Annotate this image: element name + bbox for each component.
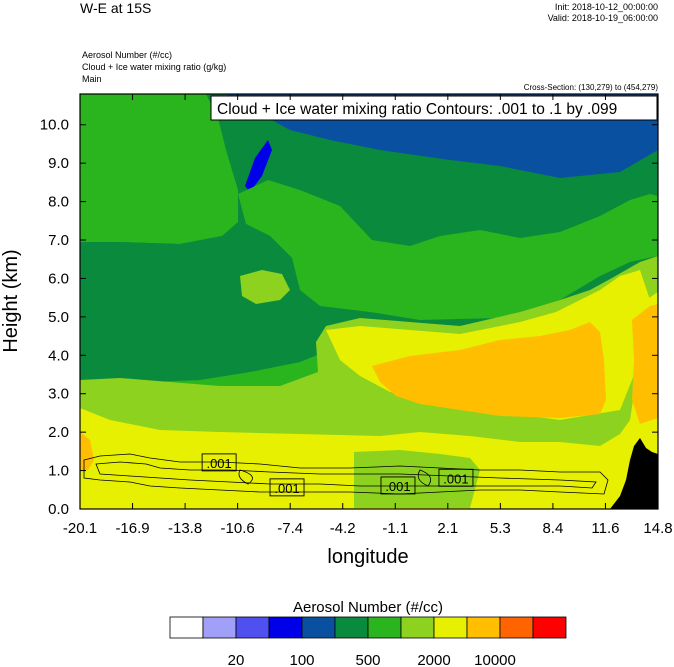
y-tick-label: 4.0	[48, 347, 69, 364]
colorbar-label: 20	[228, 652, 245, 667]
contour-line-small-a	[238, 469, 253, 485]
x-tick-label: 14.8	[643, 520, 672, 537]
x-tick-label: -13.8	[168, 520, 202, 537]
contour-label-box	[438, 468, 474, 487]
cloud-contours	[83, 453, 609, 495]
field-label-aerosol: Aerosol Number (#/cc)	[82, 50, 173, 60]
field-label-main: Main	[82, 74, 102, 84]
x-tick-label: 5.3	[490, 520, 511, 537]
contour-label: .001	[443, 471, 468, 486]
contour-label: .001	[274, 481, 299, 496]
colorbar-box	[532, 616, 567, 639]
x-tick-label: 11.6	[591, 520, 619, 537]
colorbar-label: 500	[355, 652, 380, 667]
colorbar-box	[499, 616, 534, 639]
y-tick-label: 10.0	[40, 117, 69, 134]
contour-label: .001	[206, 456, 231, 471]
contour-line-small-b	[417, 469, 432, 487]
x-tick-label: -16.9	[115, 520, 149, 537]
colorbar-box	[334, 616, 369, 639]
colorbar-box	[235, 616, 270, 639]
contour-line-inner	[95, 461, 597, 489]
y-tick-label: 8.0	[48, 194, 69, 211]
contour-info-text: Cloud + Ice water mixing ratio Contours:…	[217, 101, 617, 118]
colorbar	[169, 616, 567, 639]
y-axis-label: Height (km)	[0, 249, 22, 352]
field-orange-left	[80, 432, 94, 470]
x-tick-label: 2.1	[437, 520, 458, 537]
field-green-upper-left	[80, 94, 238, 244]
x-tick-label: -4.2	[330, 520, 356, 537]
colorbar-box	[169, 616, 204, 639]
contour-label-box	[380, 476, 416, 495]
colorbar-box	[400, 616, 435, 639]
field-orange-upper	[372, 322, 606, 418]
field-lightgreen-blob	[240, 270, 290, 304]
colorbar-box	[268, 616, 303, 639]
colorbar-label: 10000	[474, 652, 516, 667]
y-tick-label: 0.0	[48, 501, 69, 518]
y-tick-label: 3.0	[48, 386, 69, 403]
valid-time: Valid: 2018-10-19_06:00:00	[547, 13, 658, 23]
heatmap-field	[80, 94, 658, 509]
field-yellow-main	[80, 292, 658, 509]
colorbar-title: Aerosol Number (#/cc)	[293, 599, 443, 616]
field-blue-streak	[245, 140, 272, 192]
contour-label-box	[201, 453, 237, 472]
x-tick-label: -10.6	[221, 520, 255, 537]
x-axis-label: longitude	[327, 546, 408, 568]
plot-title: W-E at 15S	[80, 0, 152, 16]
field-orange-right	[632, 304, 658, 424]
terrain	[610, 438, 658, 509]
colorbar-box	[466, 616, 501, 639]
init-time: Init: 2018-10-12_00:00:00	[554, 2, 658, 12]
cross-section-label: Cross-Section: (130,279) to (454,279)	[523, 83, 658, 92]
colorbar-labels: 20 100 500 2000 10000	[228, 652, 516, 667]
contour-label-group: .001 .001 .001 .001	[201, 453, 474, 497]
colorbar-box	[202, 616, 237, 639]
x-tick-label: 8.4	[542, 520, 563, 537]
colorbar-box	[301, 616, 336, 639]
y-tick-label: 7.0	[48, 232, 69, 249]
contour-info-box: Cloud + Ice water mixing ratio Contours:…	[210, 95, 658, 121]
y-tick-label: 9.0	[48, 155, 69, 172]
y-tick-label: 6.0	[48, 270, 69, 287]
x-tick-label: -1.1	[382, 520, 408, 537]
colorbar-label: 2000	[417, 652, 450, 667]
colorbar-box	[367, 616, 402, 639]
plot-frame	[79, 93, 659, 510]
contour-label-box	[269, 478, 305, 497]
colorbar-label: 100	[289, 652, 314, 667]
field-label-cloud: Cloud + Ice water mixing ratio (g/kg)	[82, 62, 227, 72]
y-tick-label: 1.0	[48, 463, 69, 480]
colorbar-box	[433, 616, 468, 639]
y-tick-label: 5.0	[48, 309, 69, 326]
x-tick-label: -20.1	[63, 520, 97, 537]
contour-label: .001	[385, 479, 410, 494]
field-dark-green-mid	[80, 224, 658, 392]
contour-line-outer	[83, 453, 609, 495]
y-axis: 0.0 1.0 2.0 3.0 4.0 5.0 6.0 7.0 8.0 9.0 10.0	[40, 117, 658, 518]
x-tick-label: -7.4	[277, 520, 303, 537]
y-tick-label: 2.0	[48, 424, 69, 441]
x-axis: -20.1 -16.9 -13.8 -10.6 -7.4 -4.2 -1.1 2.1 5.3 8.…	[63, 94, 673, 537]
